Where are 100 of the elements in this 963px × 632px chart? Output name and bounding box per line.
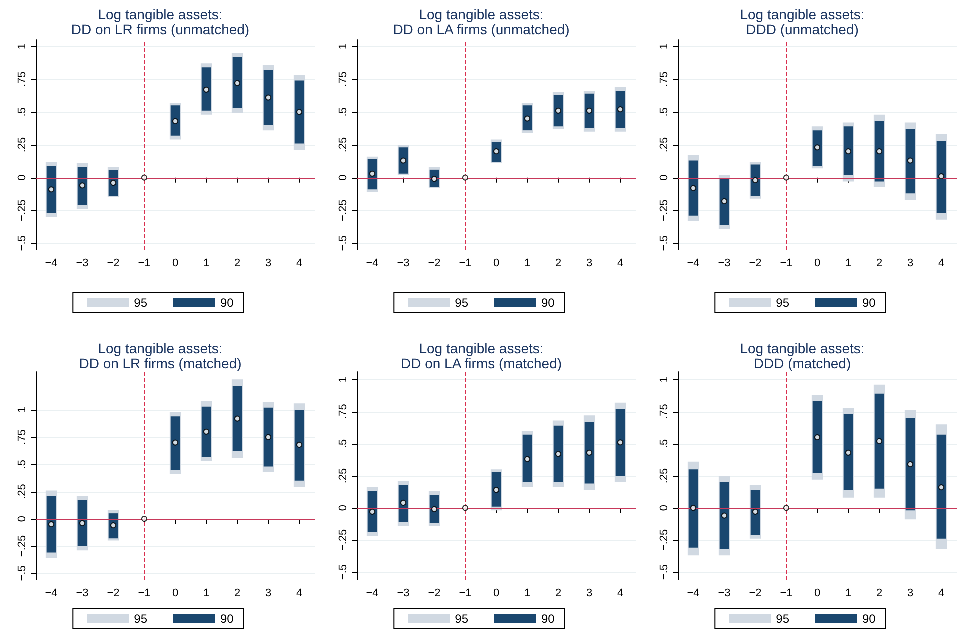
x-tick-label: −2 <box>428 588 441 600</box>
x-tick-label: 3 <box>586 258 593 270</box>
x-tick-label: −1 <box>138 588 151 600</box>
x-tick-label: 4 <box>938 588 945 600</box>
x-tick-label: 3 <box>586 588 593 600</box>
x-tick-label: −3 <box>76 258 89 270</box>
y-tick-label: −.5 <box>16 236 28 252</box>
x-tick-label: 0 <box>814 258 821 270</box>
y-tick-label: .25 <box>338 468 350 484</box>
legend-label: 95 <box>134 296 148 310</box>
y-tick-label: 1 <box>16 407 28 414</box>
y-tick-label: −.5 <box>338 564 350 580</box>
y-tick-label: .75 <box>658 72 670 88</box>
x-tick-label: −2 <box>107 588 120 600</box>
x-tick-label: −2 <box>428 258 441 270</box>
x-tick-label: −3 <box>397 588 410 600</box>
legend-label: 95 <box>134 612 148 626</box>
y-tick-label: 0 <box>338 174 350 181</box>
y-tick-label: .5 <box>16 460 28 470</box>
x-tick-label: −4 <box>366 588 379 600</box>
x-tick-label: −3 <box>397 258 410 270</box>
x-tick-label: −3 <box>718 258 731 270</box>
y-tick-label: .75 <box>16 72 28 88</box>
chart-title: Log tangible assets: DD on LR firms (matched) <box>79 340 242 372</box>
chart-title: Log tangible assets: DDD (unmatched) <box>740 6 865 38</box>
x-tick-label: −1 <box>780 588 793 600</box>
y-tick-label: 1 <box>338 44 350 50</box>
x-tick-label: 2 <box>555 588 562 600</box>
legend-label: 95 <box>776 296 790 310</box>
y-tick-label: .5 <box>338 108 350 117</box>
x-tick-label: 1 <box>845 588 852 600</box>
legend-label: 90 <box>220 612 234 626</box>
chart-title: Log tangible assets: DD on LA firms (unmatched) <box>393 6 570 38</box>
y-tick-label: .75 <box>338 72 350 88</box>
x-tick-label: −4 <box>366 258 379 270</box>
x-tick-label: 0 <box>493 588 500 600</box>
x-tick-label: −4 <box>687 588 700 600</box>
legend-label: 90 <box>862 612 876 626</box>
x-tick-label: 2 <box>876 258 883 270</box>
x-tick-label: −1 <box>459 588 472 600</box>
x-tick-label: −1 <box>780 258 793 270</box>
y-tick-label: .5 <box>658 108 670 117</box>
legend-label: 95 <box>455 612 469 626</box>
y-tick-label: −.25 <box>338 200 350 222</box>
y-tick-label: .5 <box>338 439 350 448</box>
y-tick-label: 1 <box>338 376 350 383</box>
x-tick-label: 3 <box>265 258 272 270</box>
y-tick-label: .25 <box>658 137 670 153</box>
chart-title: Log tangible assets: DD on LA firms (matched) <box>400 340 562 372</box>
x-tick-label: −1 <box>138 258 151 270</box>
x-tick-label: 2 <box>234 588 241 600</box>
y-tick-label: 1 <box>16 44 28 50</box>
x-tick-label: −3 <box>76 588 89 600</box>
x-tick-label: 4 <box>938 258 945 270</box>
x-tick-label: 1 <box>524 258 531 270</box>
x-tick-label: −2 <box>107 258 120 270</box>
legend-label: 90 <box>862 296 876 310</box>
x-tick-label: −2 <box>749 588 762 600</box>
legend-label: 90 <box>220 296 234 310</box>
y-tick-label: −.5 <box>338 236 350 252</box>
x-tick-label: −4 <box>45 258 58 270</box>
y-tick-label: 1 <box>658 376 670 383</box>
y-tick-label: 0 <box>658 505 670 512</box>
x-tick-label: 2 <box>234 258 241 270</box>
x-tick-label: 4 <box>617 588 624 600</box>
x-tick-label: 2 <box>555 258 562 270</box>
y-tick-label: −.25 <box>658 200 670 222</box>
chart-title: Log tangible assets: DDD (matched) <box>740 340 865 372</box>
x-tick-label: −2 <box>749 258 762 270</box>
x-tick-label: 2 <box>876 588 883 600</box>
legend-label: 90 <box>542 296 556 310</box>
y-tick-label: 0 <box>16 516 28 522</box>
y-tick-label: .25 <box>338 137 350 153</box>
y-tick-label: −.25 <box>338 529 350 552</box>
y-tick-label: .5 <box>16 108 28 117</box>
y-tick-label: .75 <box>16 430 28 445</box>
x-tick-label: 3 <box>265 588 272 600</box>
x-tick-label: 1 <box>845 258 852 270</box>
y-tick-label: 1 <box>658 44 670 50</box>
y-tick-label: .75 <box>658 404 670 420</box>
y-tick-label: −.25 <box>16 535 28 558</box>
y-tick-label: 0 <box>338 505 350 512</box>
x-tick-label: 4 <box>617 258 624 270</box>
x-tick-label: −4 <box>45 588 58 600</box>
y-tick-label: 0 <box>16 174 28 181</box>
x-tick-label: 0 <box>172 258 179 270</box>
x-tick-label: 1 <box>524 588 531 600</box>
x-tick-label: 0 <box>493 258 500 270</box>
y-tick-label: −.5 <box>658 564 670 580</box>
x-tick-label: 3 <box>907 258 914 270</box>
chart-title: Log tangible assets: DD on LR firms (unmatched) <box>71 6 250 38</box>
y-tick-label: 0 <box>658 174 670 181</box>
x-tick-label: 4 <box>296 588 303 600</box>
x-tick-label: 1 <box>203 588 210 600</box>
y-tick-label: .25 <box>658 468 670 484</box>
legend-label: 95 <box>455 296 469 310</box>
x-tick-label: −1 <box>459 258 472 270</box>
x-tick-label: −3 <box>718 588 731 600</box>
y-tick-label: −.25 <box>658 529 670 552</box>
y-tick-label: .75 <box>338 404 350 420</box>
